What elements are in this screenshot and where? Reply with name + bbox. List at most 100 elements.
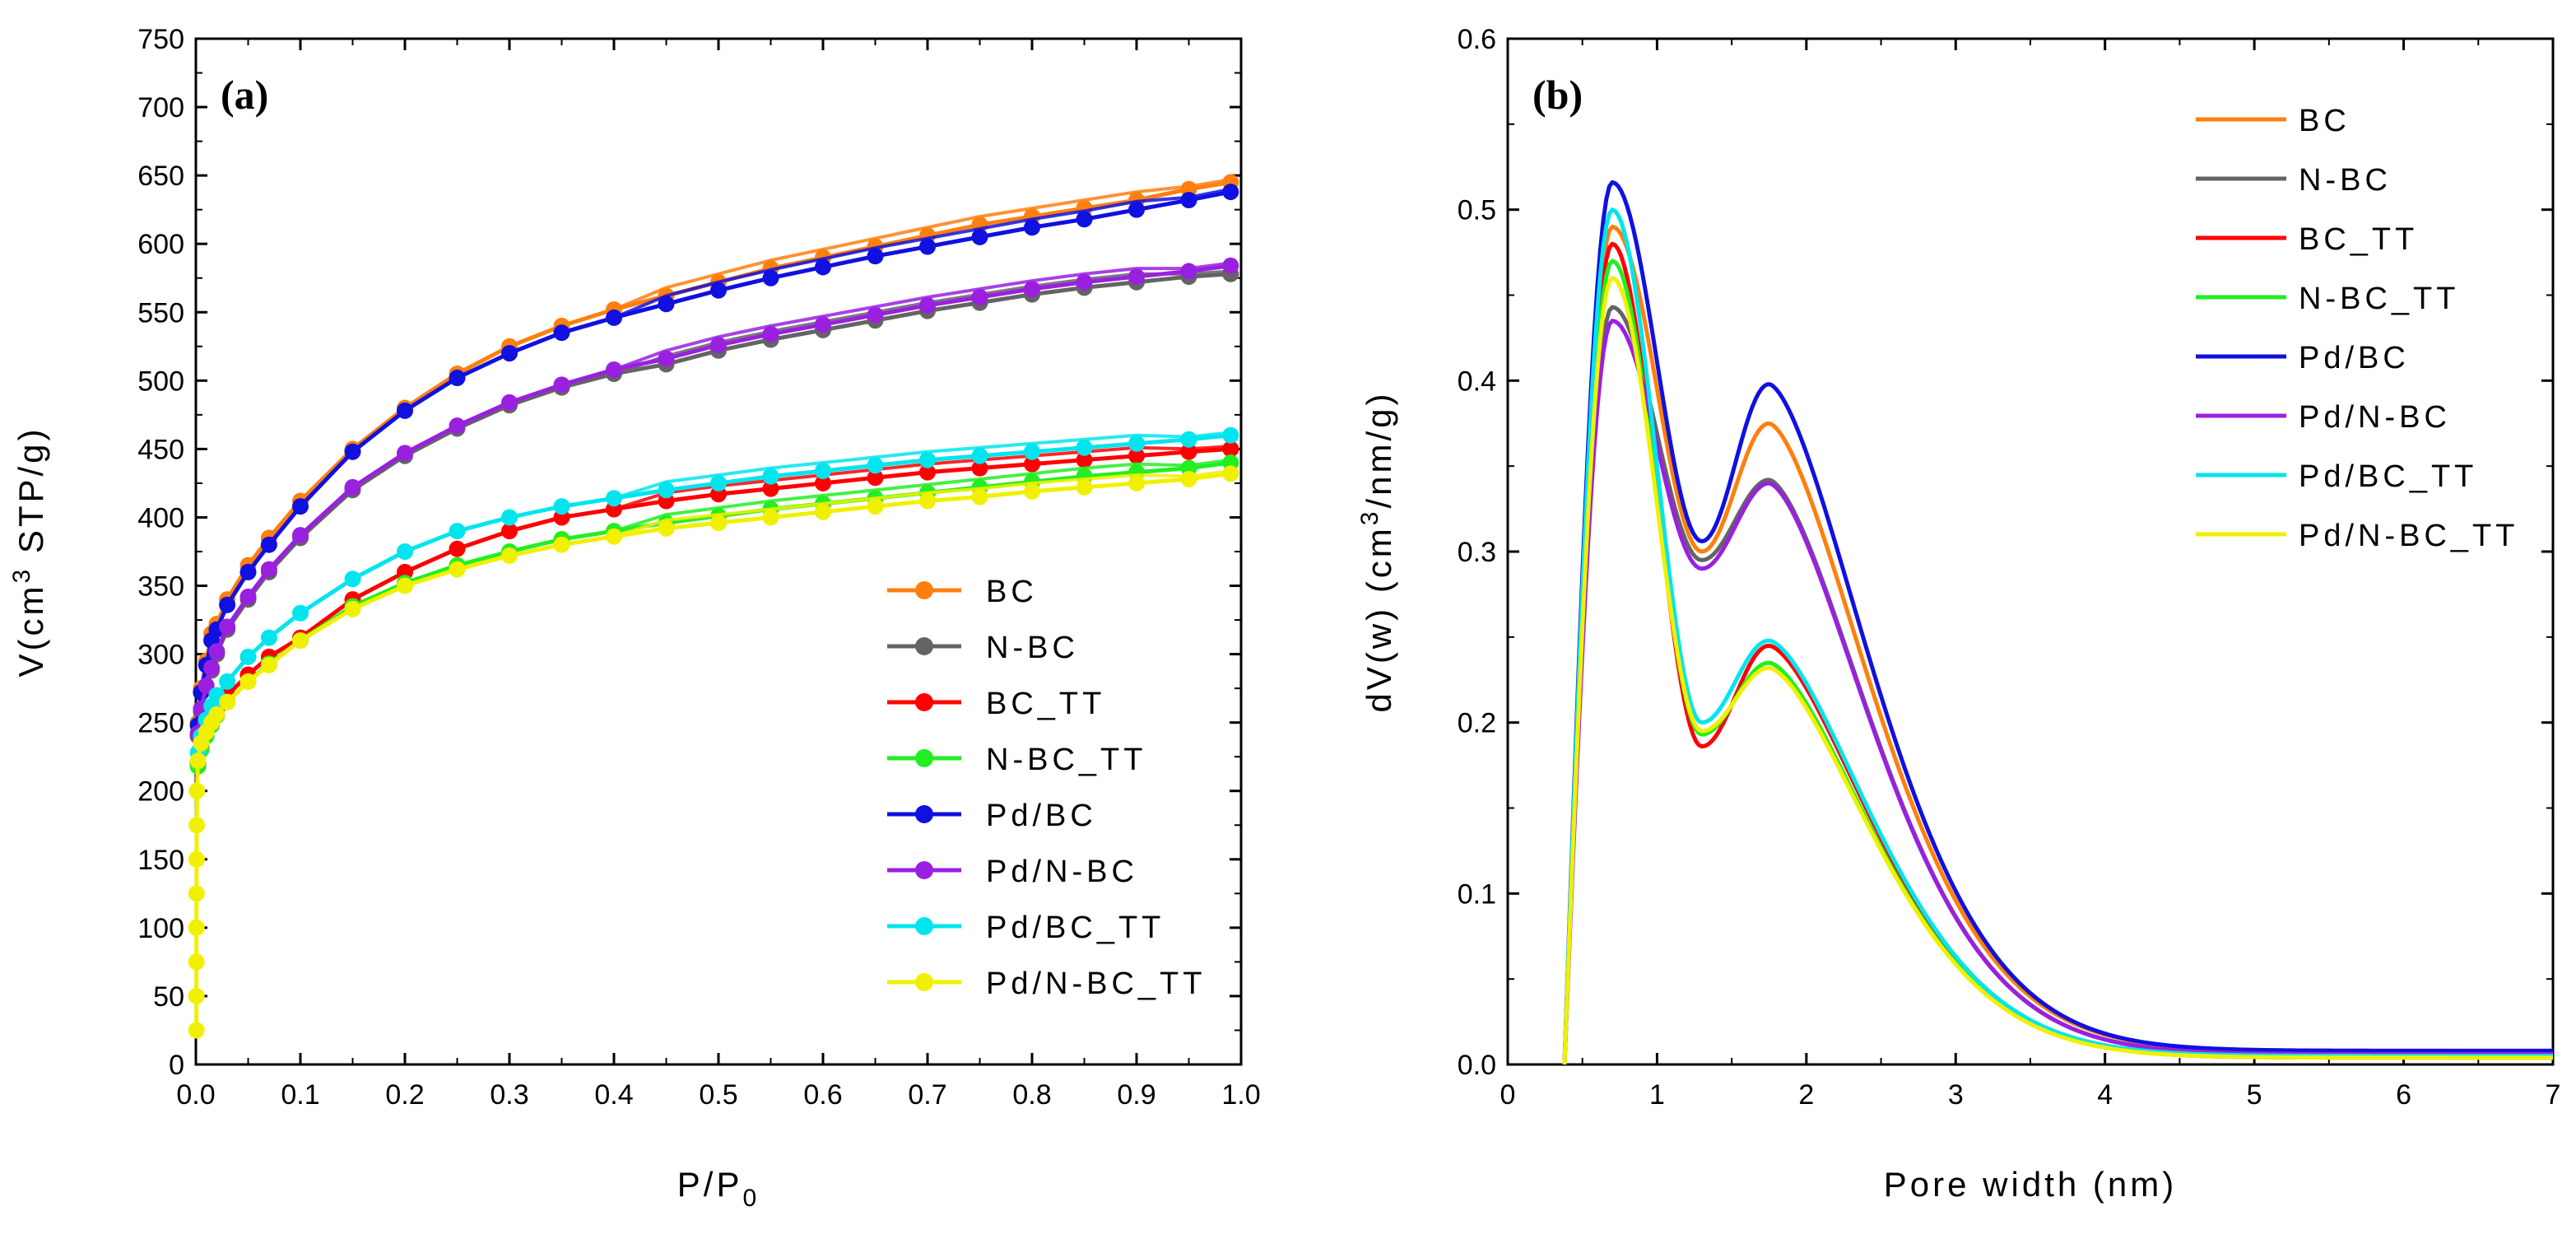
y-axis-label: dV(w) (cm3/nm/g) <box>1356 390 1398 712</box>
data-point <box>867 457 884 474</box>
data-point <box>762 480 779 497</box>
data-point <box>658 296 675 313</box>
data-point <box>260 656 277 673</box>
legend-label: N-BC_TT <box>2299 282 2459 316</box>
legend-label: N-BC <box>986 631 1079 665</box>
x-tick-label: 0 <box>1500 1079 1516 1111</box>
data-point <box>188 953 205 971</box>
x-tick-label: 4 <box>2097 1079 2113 1111</box>
panel-label: (a) <box>221 72 268 118</box>
data-point <box>658 350 675 367</box>
data-point <box>219 618 236 636</box>
data-point <box>762 325 779 342</box>
y-tick-label: 350 <box>137 571 184 603</box>
x-axis-label: P/P0 <box>677 1165 760 1212</box>
data-point <box>1222 426 1239 444</box>
data-point <box>1222 465 1239 482</box>
legend-label: BC_TT <box>2299 222 2418 257</box>
data-point <box>867 498 884 515</box>
data-point <box>397 543 413 560</box>
data-point <box>1024 455 1040 473</box>
data-point <box>449 523 466 540</box>
data-point <box>1180 192 1197 209</box>
y-tick-label: 100 <box>137 913 184 944</box>
legend-label: Pd/BC_TT <box>986 911 1165 945</box>
y-tick-label: 50 <box>153 981 184 1013</box>
data-point <box>553 498 570 515</box>
data-point <box>188 817 206 834</box>
legend-label: Pd/BC <box>986 799 1097 833</box>
data-point <box>919 463 936 481</box>
data-point <box>1076 211 1093 228</box>
y-axis-label: V(cm3 STP/g) <box>8 426 50 677</box>
data-point <box>188 782 206 799</box>
data-point <box>815 462 831 479</box>
y-tick-label: 0.0 <box>1458 1050 1496 1081</box>
data-point <box>198 677 215 694</box>
data-point <box>1180 470 1197 487</box>
data-point <box>553 324 570 342</box>
data-point <box>501 547 518 564</box>
data-point <box>397 445 413 462</box>
data-point <box>188 1022 205 1039</box>
legend-swatch-marker <box>915 917 933 935</box>
series-line <box>1562 179 2553 1065</box>
legend-swatch-marker <box>915 973 933 991</box>
x-tick-label: 6 <box>2396 1079 2411 1111</box>
legend-label: Pd/N-BC_TT <box>986 967 1206 1001</box>
data-point <box>658 482 675 499</box>
data-point <box>1076 478 1093 496</box>
data-point <box>971 288 988 305</box>
data-point <box>815 474 831 491</box>
data-point <box>188 850 205 868</box>
legend-swatch-marker <box>915 749 933 767</box>
x-axis-label: Pore width (nm) <box>1884 1165 2177 1204</box>
legend-label: Pd/N-BC_TT <box>2299 519 2518 553</box>
data-point <box>239 648 257 665</box>
y-axis-label-superscript: 3 <box>1356 509 1383 526</box>
data-point <box>762 509 779 526</box>
data-point <box>919 296 936 314</box>
legend-label: Pd/N-BC <box>2299 400 2451 435</box>
y-tick-label: 650 <box>137 161 184 192</box>
y-tick-label: 0 <box>169 1050 184 1081</box>
legend-swatch-marker <box>915 861 933 879</box>
y-tick-label: 0.4 <box>1458 366 1496 397</box>
data-point <box>344 478 361 496</box>
series-group <box>188 174 1239 1039</box>
data-point <box>449 417 466 435</box>
y-tick-label: 250 <box>137 708 184 739</box>
data-point <box>867 248 884 265</box>
legend-label: N-BC <box>2299 163 2392 198</box>
data-point <box>188 987 205 1004</box>
data-point <box>219 673 236 690</box>
data-point <box>553 376 570 394</box>
data-point <box>189 752 207 770</box>
data-point <box>710 474 727 491</box>
y-tick-label: 450 <box>137 434 184 465</box>
legend-swatch-marker <box>915 581 933 599</box>
data-point <box>397 402 413 419</box>
data-point <box>239 588 257 605</box>
data-point <box>292 527 309 544</box>
series-line <box>1562 259 2553 1065</box>
legend-label: BC_TT <box>986 687 1105 721</box>
data-point <box>710 515 727 532</box>
data-point <box>1128 201 1145 218</box>
x-tick-label: 0.4 <box>594 1079 633 1111</box>
x-tick-label: 7 <box>2546 1079 2561 1111</box>
data-point <box>260 561 277 578</box>
data-point <box>203 659 221 677</box>
data-point <box>1128 474 1145 491</box>
data-point <box>971 459 988 477</box>
x-tick-label: 0.5 <box>699 1079 737 1111</box>
legend-swatch-marker <box>915 805 933 823</box>
x-tick-label: 0.8 <box>1012 1079 1051 1111</box>
data-point <box>710 282 727 299</box>
y-tick-label: 0.5 <box>1458 195 1496 226</box>
data-point <box>658 519 675 537</box>
data-point <box>1222 184 1239 201</box>
data-point <box>762 468 779 485</box>
data-point <box>449 540 466 557</box>
